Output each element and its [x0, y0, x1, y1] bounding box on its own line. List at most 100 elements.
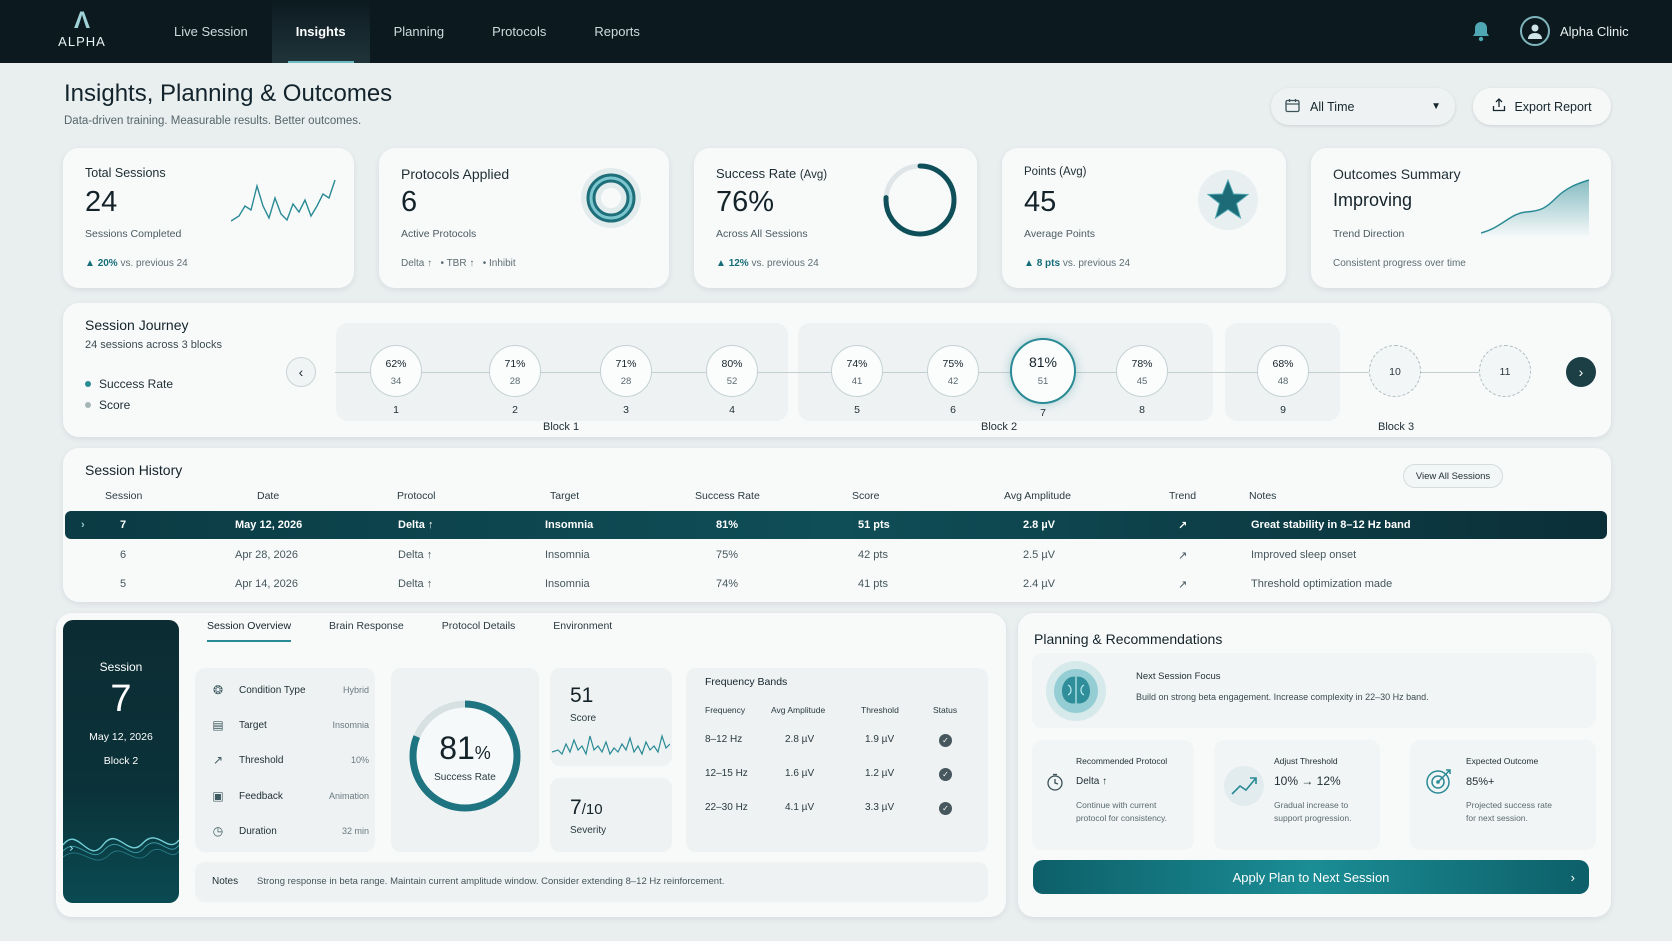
- journey-node-9[interactable]: 68% 48: [1257, 345, 1309, 397]
- session-journey-panel: Session Journey 24 sessions across 3 blo…: [63, 303, 1611, 437]
- top-navigation-bar: Λ ALPHA Live Session Insights Planning P…: [0, 0, 1672, 63]
- journey-node-5[interactable]: 74% 41: [831, 345, 883, 397]
- table-row[interactable]: 5 Apr 14, 2026 Delta ↑ Insomnia 74% 41 p…: [120, 578, 1393, 591]
- page-title: Insights, Planning & Outcomes: [64, 80, 393, 107]
- journey-node-1[interactable]: 62% 34: [370, 345, 422, 397]
- sessions-sparkline: [231, 179, 336, 222]
- col-target: Target: [550, 490, 580, 502]
- export-report-button[interactable]: Export Report: [1473, 88, 1611, 125]
- fb-amplitude: 2.8 µV: [785, 734, 815, 745]
- nav-live-session[interactable]: Live Session: [174, 24, 248, 39]
- chevron-right-icon: ›: [1570, 869, 1575, 885]
- chevron-down-icon: ▼: [1431, 101, 1441, 112]
- focus-title: Next Session Focus: [1136, 671, 1221, 682]
- nav-protocols[interactable]: Protocols: [492, 24, 547, 39]
- fb-threshold: 1.2 µV: [865, 768, 895, 779]
- brand-name: ALPHA: [58, 34, 106, 49]
- triangle-up-icon: ▲: [1024, 258, 1037, 269]
- fb-frequency: 12–15 Hz: [705, 768, 748, 779]
- score-panel: 51 Score: [550, 668, 672, 766]
- col-score: Score: [852, 490, 880, 502]
- check-circle-icon: ✓: [939, 734, 952, 747]
- card-title: Expected Outcome: [1466, 756, 1539, 766]
- notes-panel: Notes Strong response in beta range. Mai…: [195, 862, 988, 902]
- star-icon: [1198, 170, 1258, 230]
- table-row[interactable]: 6 Apr 28, 2026 Delta ↑ Insomnia 75% 42 p…: [120, 549, 1357, 562]
- legend-success-rate: Success Rate: [85, 377, 173, 391]
- export-icon: [1492, 98, 1506, 115]
- page-subtitle: Data-driven training. Measurable results…: [64, 115, 362, 127]
- legend-dot: [85, 381, 91, 387]
- journey-prev-button[interactable]: ‹: [286, 357, 316, 387]
- target-icon: [1426, 769, 1451, 794]
- kpi-sub: Trend Direction: [1333, 228, 1405, 240]
- col-notes: Notes: [1249, 490, 1277, 502]
- node-number: 4: [729, 404, 735, 416]
- user-menu[interactable]: Alpha Clinic: [1520, 16, 1629, 46]
- frequency-bands-panel: Frequency Bands Frequency Avg Amplitude …: [686, 668, 988, 852]
- session-block: Block 2: [103, 755, 139, 767]
- node-number: 3: [623, 404, 629, 416]
- score-label: Score: [570, 713, 597, 724]
- success-rate-value: 81%: [439, 730, 491, 766]
- nav-insights[interactable]: Insights: [271, 0, 370, 63]
- card-value: 85%+: [1466, 776, 1495, 788]
- trend-icon: ↗: [212, 753, 224, 767]
- recommended-protocol-card[interactable]: Recommended Protocol Delta ↑ Continue wi…: [1032, 740, 1194, 850]
- focus-text: Build on strong beta engagement. Increas…: [1136, 692, 1429, 702]
- nav-planning[interactable]: Planning: [393, 24, 445, 39]
- adjust-threshold-card[interactable]: Adjust Threshold 10% → 12% Gradual incre…: [1214, 740, 1380, 850]
- clock-icon: ◷: [212, 824, 224, 838]
- journey-node-6[interactable]: 75% 42: [927, 345, 979, 397]
- kpi-label: Outcomes Summary: [1333, 166, 1461, 182]
- journey-subtitle: 24 sessions across 3 blocks: [85, 339, 222, 351]
- kpi-delta: ▲ 20% vs. previous 24: [85, 258, 188, 269]
- tab-protocol-details[interactable]: Protocol Details: [441, 620, 516, 632]
- card-desc: Projected success rate for next session.: [1466, 800, 1552, 823]
- kpi-delta: ▲ 12% vs. previous 24: [716, 258, 819, 269]
- protocol-tag: • TBR ↑: [440, 258, 475, 269]
- journey-node-7-selected[interactable]: 81% 51: [1010, 338, 1076, 404]
- journey-next-button[interactable]: ›: [1566, 357, 1596, 387]
- table-row-selected[interactable]: › 7 May 12, 2026 Delta ↑ Insomnia 81% 51…: [65, 511, 1607, 539]
- journey-node-4[interactable]: 80% 52: [706, 345, 758, 397]
- legend-dot: [85, 402, 91, 408]
- kpi-sub: Average Points: [1024, 228, 1096, 240]
- check-circle-icon: ✓: [939, 768, 952, 781]
- nav-reports[interactable]: Reports: [594, 24, 640, 39]
- card-title: Adjust Threshold: [1274, 756, 1338, 766]
- history-title: Session History: [85, 462, 183, 478]
- journey-node-11-planned[interactable]: 11: [1479, 345, 1531, 397]
- next-session-focus: Next Session Focus Build on strong beta …: [1032, 653, 1596, 728]
- brand-logo[interactable]: Λ ALPHA: [52, 8, 112, 56]
- calendar-icon: [1285, 98, 1300, 116]
- node-number: 9: [1280, 404, 1286, 416]
- expected-outcome-card[interactable]: Expected Outcome 85%+ Projected success …: [1410, 740, 1596, 850]
- condition-row: ▣ Feedback Animation: [209, 786, 369, 806]
- view-all-sessions-button[interactable]: View All Sessions: [1403, 464, 1503, 488]
- kpi-sub: Sessions Completed: [85, 228, 182, 240]
- col-avg-amplitude: Avg Amplitude: [1004, 490, 1071, 502]
- export-report-label: Export Report: [1514, 99, 1592, 114]
- kpi-value: 76%: [716, 186, 775, 218]
- trend-icon: ↗: [1178, 550, 1188, 562]
- node-number: 2: [512, 404, 518, 416]
- kpi-value: 24: [85, 186, 118, 218]
- block-2-label: Block 2: [981, 421, 1018, 433]
- card-desc: Gradual increase to support progression.: [1274, 800, 1352, 823]
- journey-node-8[interactable]: 78% 45: [1116, 345, 1168, 397]
- tab-brain-response[interactable]: Brain Response: [329, 620, 404, 632]
- trend-icon: ↗: [1178, 579, 1188, 591]
- tab-environment[interactable]: Environment: [553, 620, 613, 632]
- expand-chevron-icon[interactable]: ›: [81, 519, 85, 531]
- fb-frequency: 8–12 Hz: [705, 734, 743, 745]
- kpi-label: Success Rate (Avg): [716, 166, 828, 181]
- tab-session-overview[interactable]: Session Overview: [207, 620, 292, 642]
- apply-plan-button[interactable]: Apply Plan to Next Session ›: [1033, 860, 1589, 894]
- journey-node-3[interactable]: 71% 28: [600, 345, 652, 397]
- journey-node-2[interactable]: 71% 28: [489, 345, 541, 397]
- date-range-select[interactable]: All Time ▼: [1271, 88, 1455, 125]
- success-rate-gauge: [409, 700, 521, 812]
- journey-node-10-planned[interactable]: 10: [1369, 345, 1421, 397]
- notification-bell-icon[interactable]: [1470, 20, 1492, 42]
